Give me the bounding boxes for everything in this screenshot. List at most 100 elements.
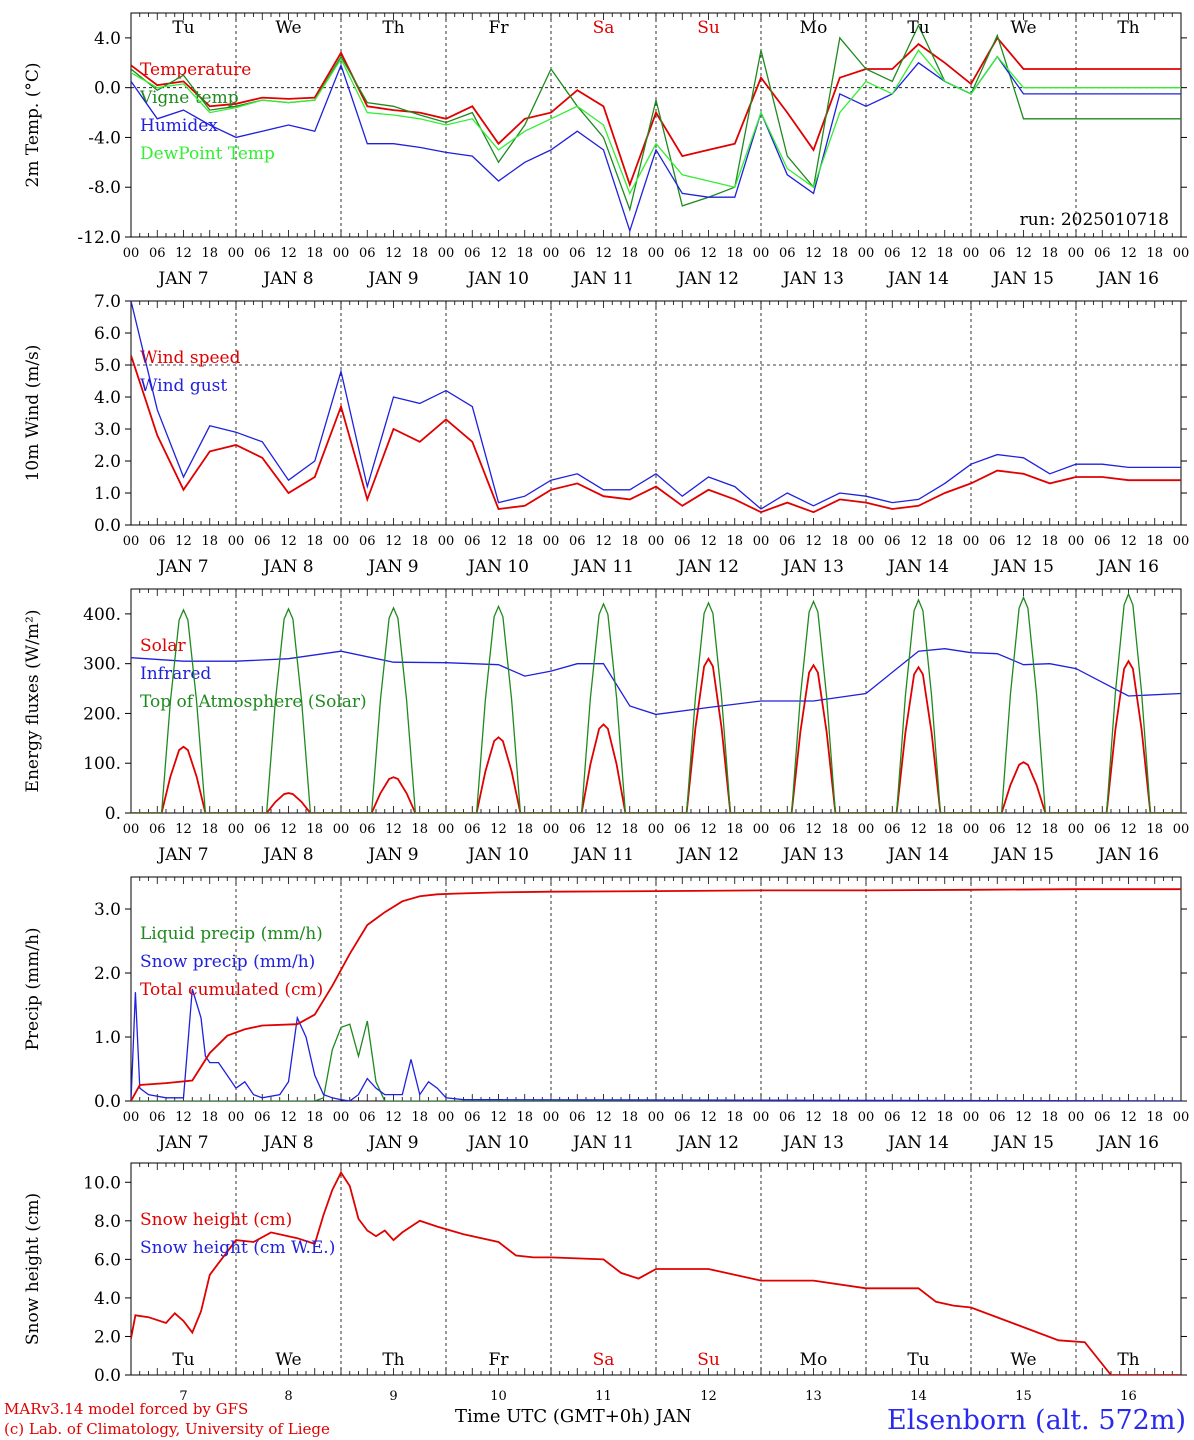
hour-tick-label: 12 [700,822,717,837]
hour-tick-label: 06 [569,1110,586,1125]
date-label: JAN 8 [261,269,313,289]
day-name-label: Tu [172,1350,194,1370]
hour-tick-label: 18 [831,534,848,549]
series-line-2 [131,55,1181,233]
day-name-label: We [1010,18,1036,38]
hour-tick-label: 06 [254,534,271,549]
day-name-label: Sa [593,1350,615,1370]
hour-tick-label: 12 [805,246,822,261]
hour-tick-label: 12 [280,246,297,261]
y-tick-label: 7.0 [94,292,121,312]
series-line-2 [131,592,1181,813]
hour-tick-label: 18 [831,822,848,837]
hour-tick-label: 06 [779,534,796,549]
date-label: JAN 8 [261,1133,313,1153]
hour-tick-label: 06 [149,246,166,261]
hour-tick-label: 00 [333,246,350,261]
hour-tick-label: 18 [621,246,638,261]
series-line-0 [131,36,1181,188]
hour-tick-label: 12 [490,822,507,837]
hour-tick-label: 12 [910,534,927,549]
day-name-label: Tu [172,18,194,38]
hour-tick-label: 18 [831,1110,848,1125]
hour-tick-label: 00 [543,822,560,837]
bottom-date-label: 16 [1120,1389,1137,1404]
hour-tick-label: 18 [201,246,218,261]
hour-tick-label: 06 [1094,822,1111,837]
hour-tick-label: 18 [1041,246,1058,261]
panel-2: 7.0 6.0 5.0 4.0 3.0 2.0 1.0 0.0 10m Wind (m/s) Wi… [23,292,1189,577]
hour-tick-label: 06 [1094,534,1111,549]
y-tick-label: 2.0 [94,452,121,472]
hour-tick-label: 18 [621,822,638,837]
hour-tick-label: 12 [595,534,612,549]
date-label: JAN 16 [1096,557,1159,577]
y-tick-label: 8.0 [94,1212,121,1232]
hour-tick-label: 12 [175,1110,192,1125]
hour-tick-label: 12 [1015,534,1032,549]
date-label: JAN 16 [1096,1133,1159,1153]
hour-tick-label: 18 [411,534,428,549]
hour-tick-label: 00 [963,534,980,549]
hour-tick-label: 06 [359,1110,376,1125]
y-tick-label: 1.0 [94,1028,121,1048]
date-label: JAN 9 [366,269,418,289]
panel-4: 3.0 2.0 1.0 0.0 Precip (mm/h) Liquid precip (… [23,876,1189,1153]
hour-tick-label: 00 [858,246,875,261]
y-tick-label: 6.0 [94,1250,121,1270]
y-axis-label: 10m Wind (m/s) [23,345,43,482]
series-line-2 [131,888,1181,1101]
day-name-label: Tu [907,1350,929,1370]
date-label: JAN 7 [156,845,208,865]
y-tick-label: -8.0 [88,178,121,198]
date-label: JAN 10 [466,557,529,577]
y-tick-label: 10.0 [83,1173,121,1193]
day-name-label: We [275,18,301,38]
hour-tick-label: 06 [989,534,1006,549]
y-tick-label: 1.0 [94,484,121,504]
bottom-date-label: 12 [700,1389,717,1404]
y-tick-label: 4.0 [94,29,121,49]
y-tick-label: 100. [83,754,121,774]
hour-tick-label: 12 [280,1110,297,1125]
hour-tick-label: 12 [910,1110,927,1125]
hour-tick-label: 00 [753,534,770,549]
day-name-label: We [275,1350,301,1370]
hour-tick-label: 00 [753,822,770,837]
y-axis-label: Precip (mm/h) [23,927,43,1050]
hour-tick-label: 00 [123,822,140,837]
date-label: JAN 7 [156,557,208,577]
y-tick-label: 0.0 [94,1366,121,1386]
hour-tick-label: 00 [963,1110,980,1125]
date-label: JAN 13 [781,845,844,865]
hour-tick-label: 18 [411,822,428,837]
date-label: JAN 15 [991,1133,1054,1153]
date-label: JAN 12 [676,557,739,577]
hour-tick-label: 18 [1146,246,1163,261]
hour-tick-label: 18 [726,822,743,837]
legend-entry: Solar [140,636,186,656]
hour-tick-label: 18 [201,534,218,549]
bottom-date-label: 9 [389,1389,397,1404]
y-tick-label: 3.0 [94,900,121,920]
hour-tick-label: 00 [438,246,455,261]
hour-tick-label: 06 [989,1110,1006,1125]
y-tick-label: 3.0 [94,420,121,440]
legend-entry: Vigne temp [139,88,239,108]
date-label: JAN 10 [466,1133,529,1153]
hour-tick-label: 06 [779,1110,796,1125]
hour-tick-label: 00 [858,534,875,549]
hour-tick-label: 18 [621,534,638,549]
hour-tick-label: 00 [123,1110,140,1125]
hour-tick-label: 00 [228,1110,245,1125]
series-line-0 [131,1020,1181,1101]
date-label: JAN 14 [886,269,949,289]
legend-entry: Wind gust [140,376,227,396]
hour-tick-label: 18 [1041,534,1058,549]
hour-tick-label: 18 [1146,1110,1163,1125]
credit-line-2: (c) Lab. of Climatology, University of L… [4,1420,330,1438]
hour-tick-label: 18 [1041,1110,1058,1125]
hour-tick-label: 18 [201,1110,218,1125]
hour-tick-label: 06 [569,246,586,261]
hour-tick-label: 12 [1120,534,1137,549]
